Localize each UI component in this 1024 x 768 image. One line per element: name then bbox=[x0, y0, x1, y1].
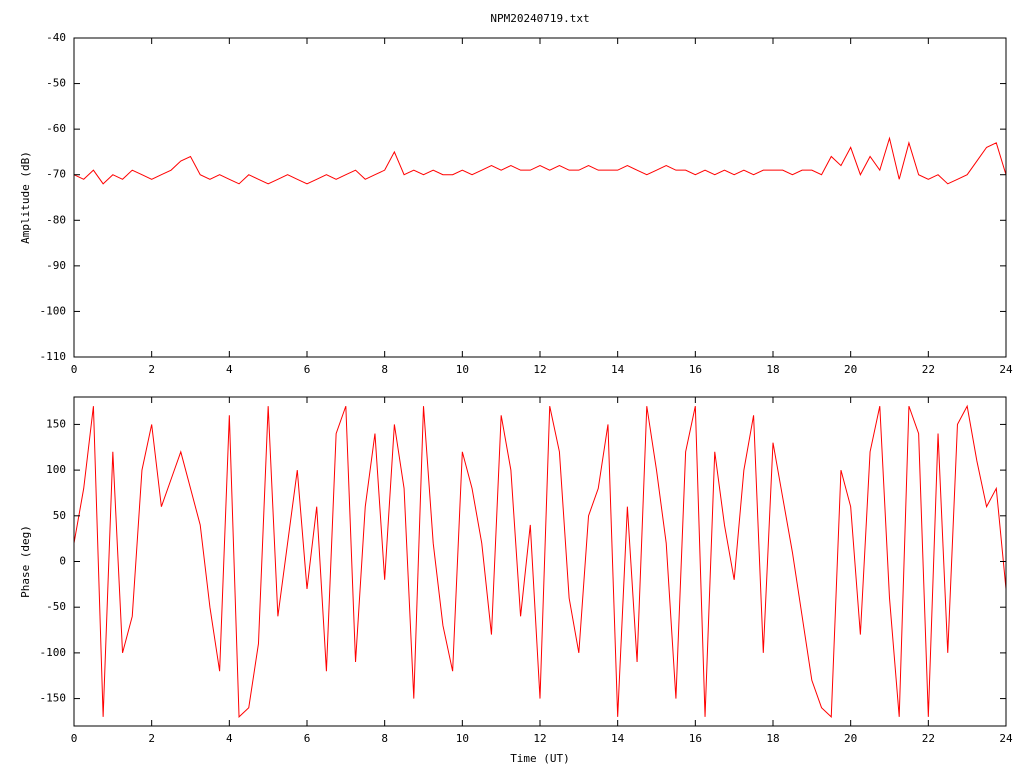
x-tick-label: 12 bbox=[533, 732, 546, 745]
y-tick-label: -80 bbox=[46, 213, 66, 226]
x-tick-label: 24 bbox=[999, 363, 1013, 376]
data-line bbox=[73, 136, 1007, 185]
y-tick-label: -50 bbox=[46, 77, 66, 90]
x-tick-label: 20 bbox=[844, 363, 857, 376]
x-tick-label: 8 bbox=[381, 363, 388, 376]
y-tick-label: -40 bbox=[46, 31, 66, 44]
x-tick-label: 2 bbox=[148, 363, 155, 376]
x-tick-label: 4 bbox=[226, 732, 233, 745]
x-tick-label: 10 bbox=[456, 732, 469, 745]
x-tick-label: 16 bbox=[689, 732, 702, 745]
x-tick-label: 18 bbox=[766, 363, 779, 376]
chart-title: NPM20240719.txt bbox=[490, 12, 589, 25]
x-tick-label: 24 bbox=[999, 732, 1013, 745]
y-tick-label: -100 bbox=[40, 646, 67, 659]
data-line bbox=[73, 404, 1007, 718]
plot-border bbox=[73, 396, 1007, 727]
x-tick-label: 6 bbox=[304, 732, 311, 745]
x-tick-label: 14 bbox=[611, 732, 625, 745]
x-tick-label: 22 bbox=[922, 363, 935, 376]
y-tick-label: -50 bbox=[46, 600, 66, 613]
y-tick-label: -60 bbox=[46, 122, 66, 135]
x-tick-label: 0 bbox=[71, 732, 78, 745]
x-tick-label: 18 bbox=[766, 732, 779, 745]
x-tick-label: 6 bbox=[304, 363, 311, 376]
y-tick-label: 0 bbox=[59, 555, 66, 568]
y-tick-label: -70 bbox=[46, 168, 66, 181]
x-axis-label: Time (UT) bbox=[510, 752, 570, 765]
y-tick-label: -150 bbox=[40, 692, 67, 705]
x-tick-label: 10 bbox=[456, 363, 469, 376]
x-tick-label: 22 bbox=[922, 732, 935, 745]
y-tick-label: -100 bbox=[40, 304, 67, 317]
y-axis-label: Amplitude (dB) bbox=[19, 151, 32, 244]
plot-border bbox=[73, 37, 1007, 358]
y-tick-label: 50 bbox=[53, 509, 66, 522]
y-tick-label: -90 bbox=[46, 259, 66, 272]
x-tick-label: 4 bbox=[226, 363, 233, 376]
x-tick-label: 0 bbox=[71, 363, 78, 376]
y-tick-label: 150 bbox=[46, 417, 66, 430]
x-tick-label: 2 bbox=[148, 732, 155, 745]
x-tick-label: 16 bbox=[689, 363, 702, 376]
y-axis-label: Phase (deg) bbox=[19, 525, 32, 598]
y-tick-label: -110 bbox=[40, 350, 67, 363]
y-tick-label: 100 bbox=[46, 463, 66, 476]
x-tick-label: 8 bbox=[381, 732, 388, 745]
x-tick-label: 12 bbox=[533, 363, 546, 376]
x-tick-label: 14 bbox=[611, 363, 625, 376]
x-tick-label: 20 bbox=[844, 732, 857, 745]
